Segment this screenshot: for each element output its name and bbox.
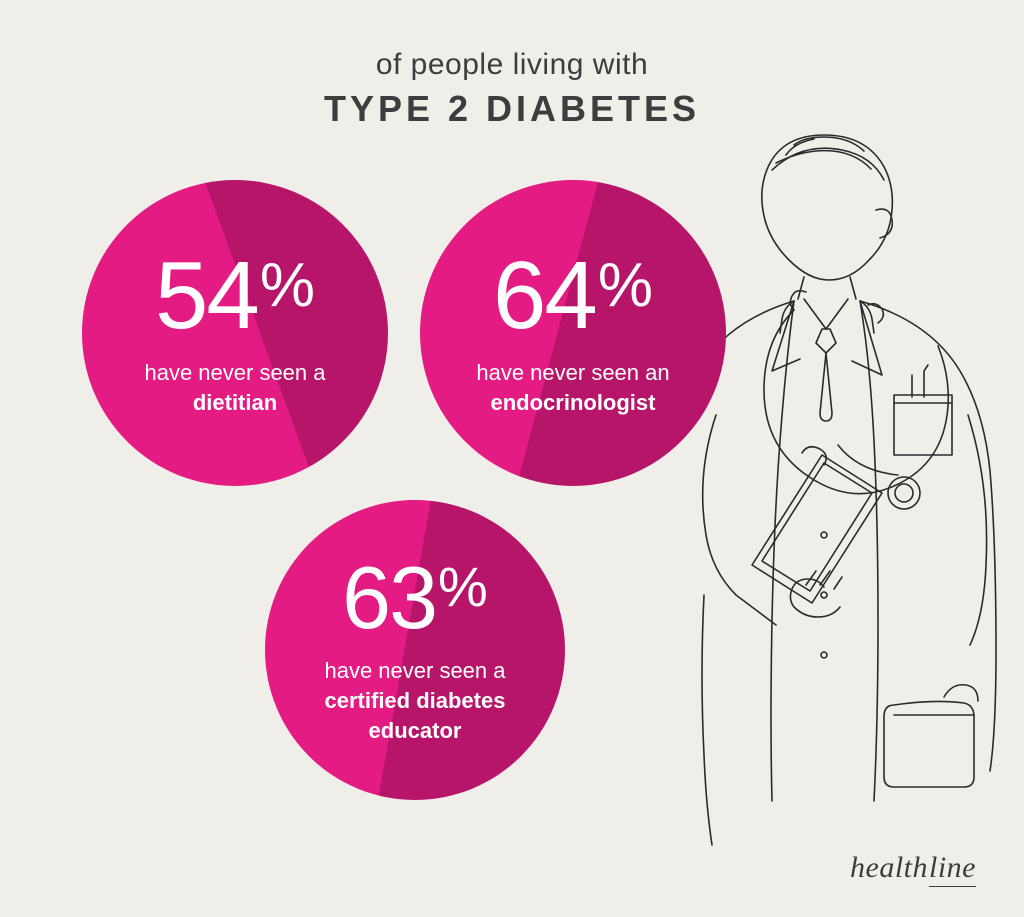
percent-symbol: % bbox=[438, 555, 488, 618]
brand-logo: healthline bbox=[850, 851, 976, 887]
stat-circle-endocrinologist: 64% have never seen anendocrinologist bbox=[420, 180, 726, 486]
stat-percent: 64% bbox=[476, 248, 669, 344]
stat-subtext-bold: certified diabetes educator bbox=[325, 688, 506, 743]
stat-subtext: have never seen adietitian bbox=[144, 358, 325, 417]
percent-symbol: % bbox=[598, 251, 653, 320]
header: of people living with TYPE 2 DIABETES bbox=[0, 0, 1024, 130]
stat-subtext-bold: endocrinologist bbox=[490, 390, 655, 415]
stat-percent-value: 64 bbox=[493, 242, 596, 349]
logo-prefix: health bbox=[850, 851, 928, 884]
stat-percent: 54% bbox=[144, 248, 325, 344]
stat-circle-educator: 63% have never seen acertified diabetes e… bbox=[265, 500, 565, 800]
stat-percent-value: 63 bbox=[342, 548, 436, 647]
percent-symbol: % bbox=[260, 251, 315, 320]
stat-subtext: have never seen acertified diabetes educ… bbox=[283, 656, 547, 745]
stat-percent: 63% bbox=[283, 554, 547, 642]
header-line1: of people living with bbox=[0, 48, 1024, 82]
stat-subtext-pre: have never seen an bbox=[476, 358, 669, 388]
logo-suffix: line bbox=[929, 851, 976, 887]
stat-subtext-pre: have never seen a bbox=[144, 358, 325, 388]
stat-circle-dietitian: 54% have never seen adietitian bbox=[82, 180, 388, 486]
stat-percent-value: 54 bbox=[155, 242, 258, 349]
stat-subtext-bold: dietitian bbox=[193, 390, 277, 415]
stat-subtext: have never seen anendocrinologist bbox=[476, 358, 669, 417]
stat-subtext-pre: have never seen a bbox=[283, 656, 547, 686]
